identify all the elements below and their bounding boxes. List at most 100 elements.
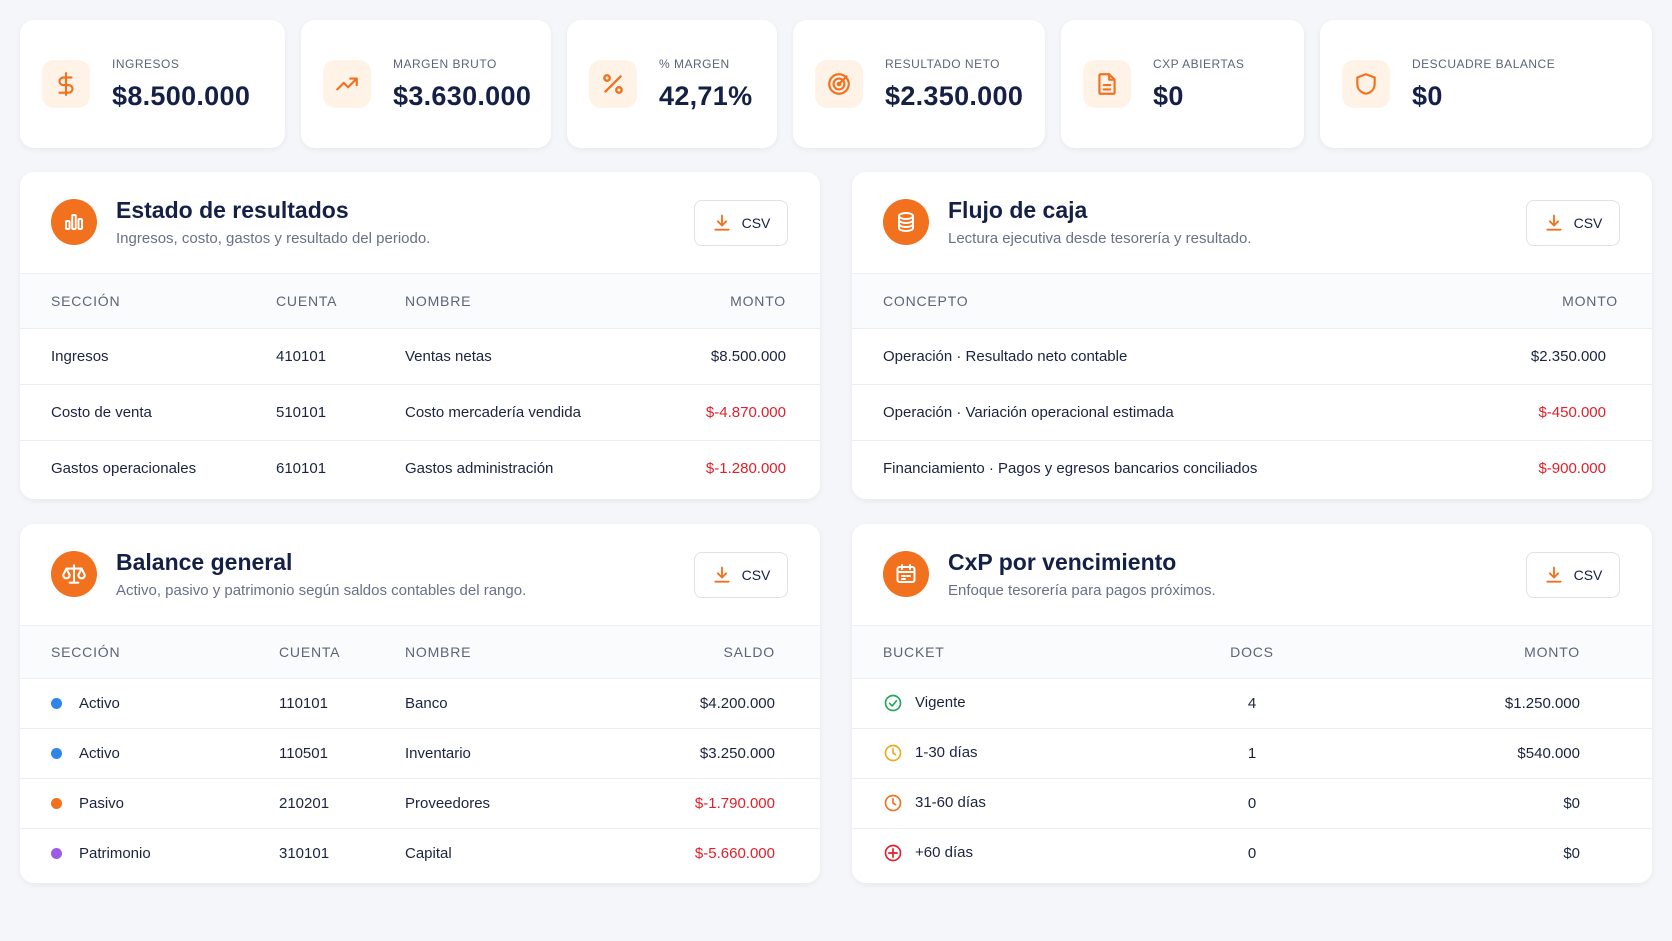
card-title: Balance general	[116, 549, 293, 575]
cell-bucket: +60 días	[852, 828, 1152, 878]
table-row: Pasivo 210201 Proveedores $-1.790.000	[20, 778, 820, 829]
cell-cuenta: 110101	[279, 678, 405, 729]
table-row: Vigente 4 $1.250.000	[852, 678, 1652, 729]
table-row: 31-60 días 0 $0	[852, 778, 1652, 829]
col-nombre: NOMBRE	[405, 626, 600, 679]
cell-cuenta: 510101	[276, 384, 405, 441]
cell-nombre: Gastos administración	[405, 459, 554, 477]
cell-seccion: Activo	[20, 728, 279, 779]
cell-monto: $8.500.000	[600, 328, 820, 385]
download-icon	[714, 214, 730, 231]
trending-up-icon	[323, 60, 371, 108]
kpi-card-margen-bruto: MARGEN BRUTO $3.630.000	[301, 20, 551, 148]
bucket-label: 31-60 días	[915, 793, 986, 811]
pasivo-dot-icon	[51, 798, 62, 810]
cell-docs: 0	[1152, 778, 1352, 829]
cell-nombre: Inventario	[405, 728, 600, 779]
cell-cuenta: 110501	[279, 728, 405, 779]
cell-bucket: Vigente	[852, 678, 1152, 729]
cell-saldo: $3.250.000	[600, 728, 820, 779]
cell-nombre: Proveedores	[405, 778, 600, 829]
table-row: Operación · Resultado neto contable $2.3…	[852, 328, 1652, 385]
cell-monto: $-450.000	[1432, 384, 1652, 441]
alert-circle-icon	[884, 844, 902, 862]
cell-docs: 4	[1152, 678, 1352, 729]
cell-saldo: $-5.660.000	[694, 844, 775, 862]
cell-seccion: Patrimonio	[20, 828, 279, 878]
col-bucket: BUCKET	[852, 626, 1152, 679]
patrimonio-dot-icon	[51, 848, 62, 860]
csv-download-button[interactable]: CSV	[694, 552, 788, 598]
table-row: Financiamiento · Pagos y egresos bancari…	[852, 440, 1652, 496]
cell-monto: $1.250.000	[1352, 678, 1652, 729]
cell-cuenta: 310101	[279, 844, 330, 862]
kpi-value: $0	[1412, 80, 1443, 111]
seccion-label: Activo	[79, 744, 120, 762]
dollar-icon	[42, 60, 90, 108]
cell-seccion: Ingresos	[20, 328, 276, 385]
coins-icon	[883, 199, 929, 245]
cell-bucket: 1-30 días	[852, 728, 1152, 779]
cell-nombre: Costo mercadería vendida	[405, 384, 600, 441]
cxp-vencimiento-card: CxP por vencimiento Enfoque tesorería pa…	[852, 524, 1652, 883]
card-title: Flujo de caja	[948, 197, 1088, 223]
kpi-label: CXP ABIERTAS	[1153, 56, 1245, 71]
card-subtitle: Enfoque tesorería para pagos próximos.	[948, 582, 1216, 599]
csv-download-button[interactable]: CSV	[1526, 552, 1620, 598]
col-seccion: SECCIÓN	[20, 626, 279, 679]
estado-resultados-card: Estado de resultados Ingresos, costo, ga…	[20, 172, 820, 499]
cell-nombre: Ventas netas	[405, 328, 600, 385]
seccion-label: Activo	[79, 694, 120, 712]
col-concepto: CONCEPTO	[852, 274, 1432, 329]
csv-download-button[interactable]: CSV	[1526, 200, 1620, 246]
cell-concepto: Operación · Resultado neto contable	[852, 328, 1432, 385]
kpi-label: RESULTADO NETO	[885, 56, 1001, 71]
balance-general-card: Balance general Activo, pasivo y patrimo…	[20, 524, 820, 883]
cell-monto: $-900.000	[1538, 459, 1606, 477]
table-row: Activo 110501 Inventario $3.250.000	[20, 728, 820, 779]
csv-download-button[interactable]: CSV	[694, 200, 788, 246]
calendar-icon	[883, 551, 929, 597]
bucket-label: Vigente	[915, 693, 966, 711]
col-docs: DOCS	[1152, 626, 1352, 679]
table-header-row: BUCKET DOCS MONTO	[852, 626, 1652, 679]
cell-cuenta: 410101	[276, 328, 405, 385]
seccion-label: Pasivo	[79, 794, 125, 812]
kpi-card-porcentaje-margen: % MARGEN 42,71%	[567, 20, 777, 148]
cell-monto: $540.000	[1352, 728, 1652, 779]
table-header-row: CONCEPTO MONTO	[852, 274, 1652, 329]
table-row: Costo de venta 510101 Costo mercadería v…	[20, 384, 820, 441]
kpi-card-ingresos: INGRESOS $8.500.000	[20, 20, 285, 148]
table-row: Patrimonio 310101 Capital $-5.660.000	[20, 828, 820, 878]
check-circle-icon	[884, 694, 902, 712]
activo-dot-icon	[51, 698, 62, 710]
col-monto: MONTO	[1432, 274, 1652, 329]
estado-resultados-table: SECCIÓN CUENTA NOMBRE MONTO Ingresos 410…	[20, 274, 820, 496]
kpi-label: MARGEN BRUTO	[393, 56, 497, 71]
cell-nombre: Banco	[405, 678, 600, 729]
percent-icon	[589, 60, 637, 108]
kpi-value: $3.630.000	[393, 80, 532, 111]
col-cuenta: CUENTA	[279, 626, 405, 679]
document-icon	[1083, 60, 1131, 108]
cell-seccion: Pasivo	[20, 778, 279, 829]
kpi-label: INGRESOS	[112, 56, 180, 71]
cell-bucket: 31-60 días	[852, 778, 1152, 829]
card-title: Estado de resultados	[116, 197, 349, 223]
col-saldo: SALDO	[600, 626, 820, 679]
card-header: CxP por vencimiento Enfoque tesorería pa…	[852, 524, 1652, 626]
csv-label: CSV	[1573, 567, 1603, 583]
kpi-card-resultado-neto: RESULTADO NETO $2.350.000	[793, 20, 1045, 148]
card-subtitle: Ingresos, costo, gastos y resultado del …	[116, 230, 431, 247]
cell-docs: 1	[1152, 728, 1352, 779]
clock-icon	[884, 744, 902, 762]
csv-label: CSV	[1573, 215, 1603, 231]
card-subtitle: Activo, pasivo y patrimonio según saldos…	[116, 582, 527, 599]
col-nombre: NOMBRE	[405, 274, 600, 329]
cell-seccion: Activo	[20, 678, 279, 729]
csv-label: CSV	[741, 215, 771, 231]
clock-icon	[884, 794, 902, 812]
cell-monto: $-1.280.000	[705, 459, 786, 477]
cell-concepto: Operación · Variación operacional estima…	[852, 384, 1432, 441]
kpi-value: $8.500.000	[112, 80, 251, 111]
